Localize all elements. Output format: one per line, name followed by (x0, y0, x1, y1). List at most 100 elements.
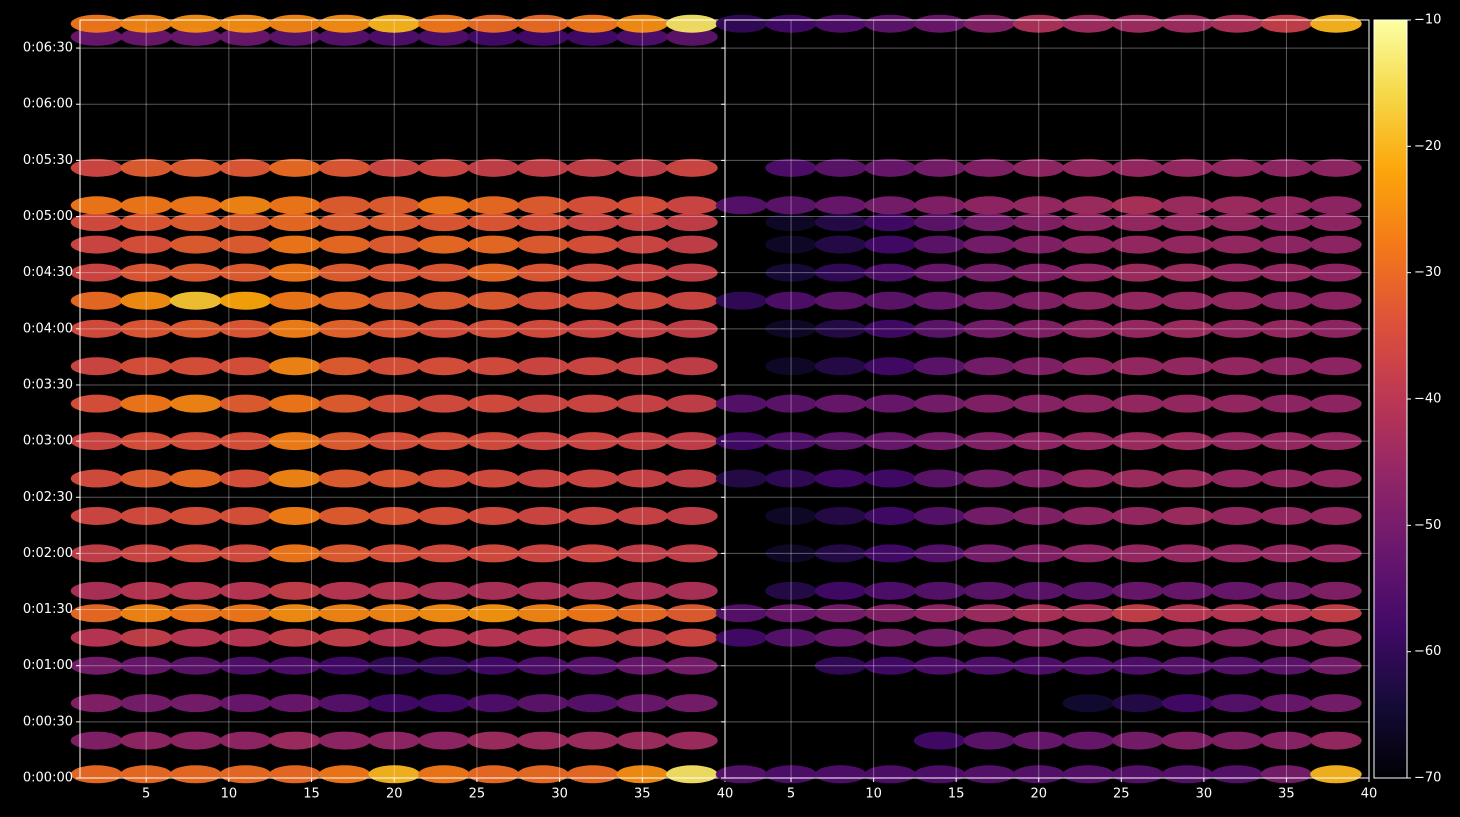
cell (418, 432, 470, 451)
x-tick-label: 20 (1030, 787, 1047, 802)
cell (566, 469, 619, 488)
cell (169, 544, 222, 563)
cell (963, 235, 1015, 254)
colorbar-tick-label: −20 (1414, 139, 1441, 154)
cell (1012, 158, 1065, 177)
cell (1260, 319, 1313, 338)
cell (1012, 469, 1065, 488)
cell (1310, 469, 1362, 488)
cell (418, 469, 470, 488)
cell (1012, 357, 1065, 376)
cell (517, 694, 569, 713)
cell (70, 196, 123, 215)
cell (169, 469, 222, 488)
cell (715, 604, 768, 623)
cell (864, 291, 916, 310)
cell (715, 196, 768, 215)
cell (765, 14, 817, 33)
cell (1211, 604, 1263, 623)
cell (70, 628, 123, 647)
cell (963, 319, 1015, 338)
cell (368, 731, 421, 750)
cell (1161, 544, 1214, 563)
cell (269, 27, 321, 46)
cell (70, 432, 123, 451)
cell (1211, 357, 1263, 376)
cell (1062, 544, 1115, 563)
cell (517, 469, 569, 488)
cell (864, 628, 916, 647)
cell (418, 357, 470, 376)
cell (1260, 581, 1313, 600)
cell (864, 263, 916, 282)
cell (269, 432, 321, 451)
cell (467, 506, 520, 525)
y-tick-label: 0:05:00 (23, 209, 73, 224)
cell (864, 394, 916, 413)
cell (666, 694, 718, 713)
cell (616, 263, 669, 282)
cell (219, 544, 272, 563)
cell (963, 544, 1015, 563)
cell (120, 432, 172, 451)
cell (715, 394, 768, 413)
cell (517, 158, 569, 177)
cell (1260, 469, 1313, 488)
cell (1161, 319, 1214, 338)
cell (120, 694, 172, 713)
colorbar-tick-label: −30 (1414, 265, 1441, 280)
cell (963, 213, 1015, 232)
cell (219, 765, 272, 784)
cell (368, 27, 421, 46)
cell (913, 394, 966, 413)
cell (318, 432, 371, 451)
cell (913, 319, 966, 338)
cell (418, 581, 470, 600)
cell (1012, 604, 1065, 623)
cell (517, 544, 569, 563)
cell (666, 158, 718, 177)
cell (1310, 581, 1362, 600)
cell (1211, 469, 1263, 488)
cell (814, 394, 867, 413)
cell (219, 581, 272, 600)
x-tick-label: 35 (634, 787, 651, 802)
cell (219, 158, 272, 177)
cell (120, 291, 172, 310)
x-tick-label: 15 (303, 787, 320, 802)
cell (1310, 432, 1362, 451)
cell (1161, 291, 1214, 310)
cell (1260, 432, 1313, 451)
cell (467, 14, 520, 33)
cell (368, 213, 421, 232)
cell (1012, 432, 1065, 451)
cell (418, 506, 470, 525)
cell (1062, 604, 1115, 623)
cell (566, 213, 619, 232)
cell (1062, 765, 1115, 784)
cell (1260, 357, 1313, 376)
cell (70, 27, 123, 46)
cell (1112, 604, 1164, 623)
cell (566, 656, 619, 675)
cell (1112, 196, 1164, 215)
cell (616, 394, 669, 413)
y-tick-label: 0:05:30 (23, 153, 73, 168)
cell (1012, 506, 1065, 525)
cell (70, 656, 123, 675)
cell (1260, 158, 1313, 177)
cell (666, 544, 718, 563)
cell (517, 604, 569, 623)
cell (765, 319, 817, 338)
cell (616, 506, 669, 525)
cell (814, 581, 867, 600)
cell (517, 235, 569, 254)
cell (1161, 581, 1214, 600)
cell (963, 291, 1015, 310)
cell (666, 469, 718, 488)
cell (666, 581, 718, 600)
cell (1161, 14, 1214, 33)
cell (715, 291, 768, 310)
cell (1161, 357, 1214, 376)
cell (666, 263, 718, 282)
